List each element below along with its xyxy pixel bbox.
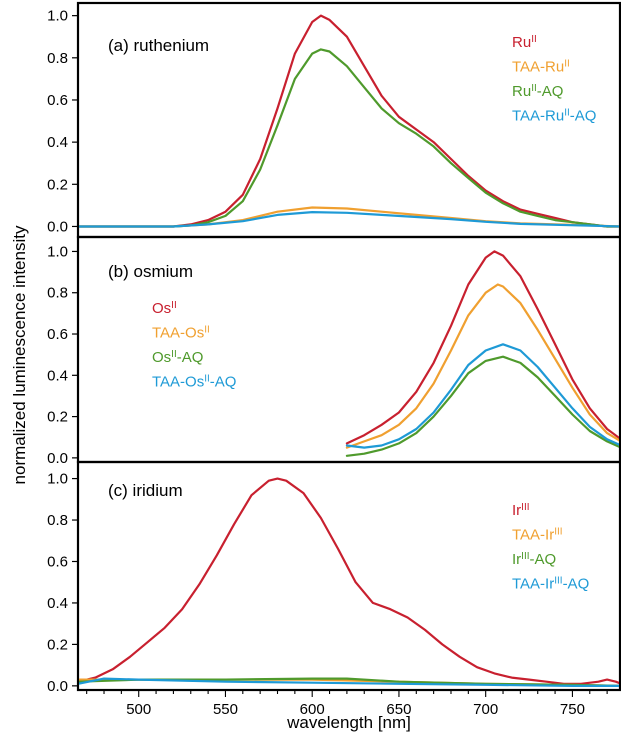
y-tick-label: 1.0 <box>47 8 68 25</box>
y-tick-label: 0.2 <box>47 176 68 193</box>
y-tick-label: 0.8 <box>47 50 68 67</box>
panel-3: 0.0 0.2 0.4 0.6 0.8 1.0 500 550 600 650 700 750 (c) … <box>47 460 621 718</box>
legend-entry: IrIII-AQ <box>512 551 556 569</box>
series-line <box>345 343 619 449</box>
panel-frame <box>76 460 621 692</box>
legend: OsII TAA-OsII OsII-AQ TAA-OsII-AQ <box>152 300 236 391</box>
series-line <box>79 48 619 228</box>
series-line <box>79 677 619 687</box>
y-tick-label: 0.2 <box>47 409 68 426</box>
panel-title: (a) ruthenium <box>108 36 209 55</box>
y-tick-label: 0.8 <box>47 512 68 529</box>
panel-1: 0.0 0.2 0.4 0.6 0.8 1.0 (a) ruthenium RuII TAA-R… <box>47 1 621 239</box>
legend-entry: IrIII <box>512 502 530 520</box>
y-tick-label: 1.0 <box>47 471 68 488</box>
panel-title: (c) iridium <box>108 481 183 500</box>
y-tick-label: 0.4 <box>47 595 68 612</box>
x-tick-label: 650 <box>386 701 411 718</box>
y-tick-label: 0.0 <box>47 450 68 467</box>
legend-entry: TAA-IrIII <box>512 526 563 544</box>
panel-title: (b) osmium <box>108 262 193 281</box>
x-tick-label: 750 <box>560 701 585 718</box>
series-line <box>345 283 619 449</box>
legend-entry: TAA-OsII <box>152 324 210 342</box>
legend-entry: TAA-IrIII-AQ <box>512 575 589 593</box>
x-axis-label: wavelength [nm] <box>286 713 411 732</box>
y-tick-label: 0.8 <box>47 285 68 302</box>
legend-entry: OsII-AQ <box>152 349 203 367</box>
legend-entry: OsII <box>152 300 177 318</box>
y-tick-label: 0.6 <box>47 553 68 570</box>
series-line <box>79 477 619 685</box>
x-tick-label: 550 <box>213 701 238 718</box>
legend-entry: RuII <box>512 34 537 52</box>
y-tick-label: 0.6 <box>47 92 68 109</box>
legend-entry: TAA-OsII-AQ <box>152 373 236 391</box>
y-axis-label: normalized luminescence intensity <box>10 225 29 484</box>
y-tick-label: 0.4 <box>47 134 68 151</box>
series-group <box>79 477 619 687</box>
series-line <box>79 14 619 228</box>
y-tick-label: 0.4 <box>47 367 68 384</box>
series-line <box>345 355 619 457</box>
x-tick-label: 700 <box>473 701 498 718</box>
legend-entry: TAA-RuII-AQ <box>512 107 596 125</box>
legend: IrIII TAA-IrIII IrIII-AQ TAA-IrIII-AQ <box>512 502 589 593</box>
legend-entry: TAA-RuII <box>512 58 570 76</box>
series-line <box>345 250 619 445</box>
y-tick-label: 0.2 <box>47 636 68 653</box>
panels: 0.0 0.2 0.4 0.6 0.8 1.0 (a) ruthenium RuII TAA-R… <box>47 1 621 718</box>
series-group <box>79 14 619 228</box>
legend: RuII TAA-RuII RuII-AQ TAA-RuII-AQ <box>512 34 596 125</box>
y-tick-label: 0.6 <box>47 326 68 343</box>
series-line <box>79 211 619 228</box>
y-tick-label: 0.0 <box>47 218 68 235</box>
series-group <box>345 250 619 457</box>
y-tick-label: 1.0 <box>47 243 68 260</box>
x-tick-label: 500 <box>126 701 151 718</box>
panel-2: 0.0 0.2 0.4 0.6 0.8 1.0 (b) osmium OsII TAA-OsII… <box>47 235 621 467</box>
x-tick-label: 600 <box>300 701 325 718</box>
legend-entry: RuII-AQ <box>512 83 563 101</box>
y-tick-label: 0.0 <box>47 678 68 695</box>
